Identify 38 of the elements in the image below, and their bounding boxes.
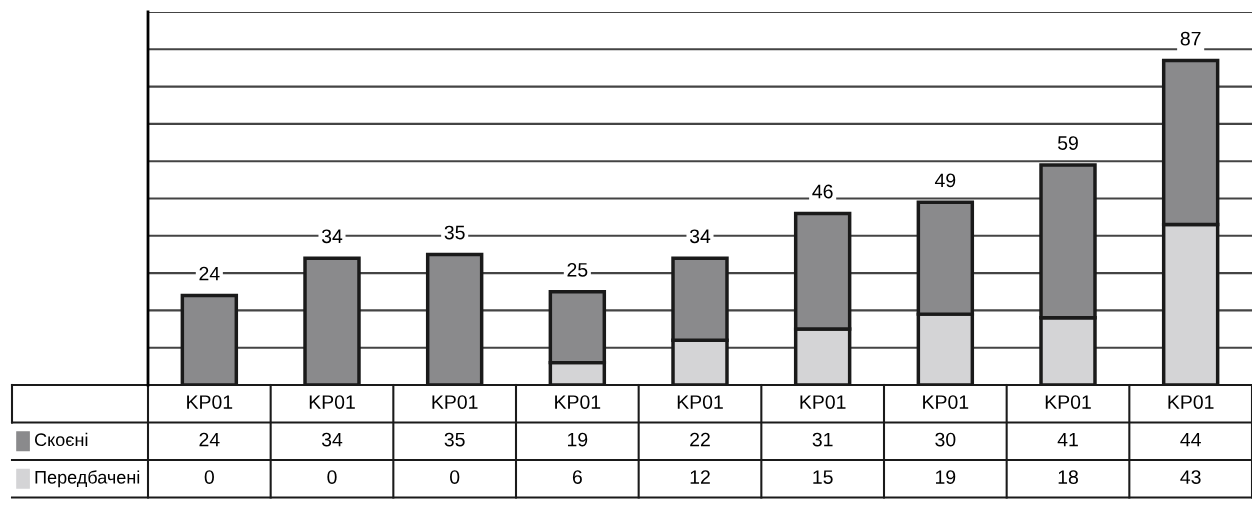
- total-label: 46: [812, 184, 833, 199]
- x-tick-label: KP01: [309, 395, 355, 409]
- x-tick-label: KP01: [923, 395, 969, 409]
- x-tick-label: KP01: [432, 395, 478, 409]
- total-label: 59: [1057, 136, 1078, 150]
- data-label: 15: [813, 470, 833, 484]
- x-tick-label: KP01: [800, 395, 846, 409]
- x-tick-label: KP01: [555, 395, 601, 409]
- data-label: 34: [321, 432, 343, 447]
- legend-label: Передбачені: [35, 470, 140, 488]
- total-label: 35: [444, 225, 465, 240]
- total-label: 25: [567, 262, 588, 277]
- data-label: 6: [572, 470, 582, 484]
- data-label: 19: [568, 432, 588, 447]
- data-label: 41: [1057, 432, 1078, 447]
- data-label: 44: [1180, 432, 1201, 447]
- data-label: 35: [444, 432, 465, 447]
- total-label: 34: [689, 229, 711, 244]
- data-label: 31: [812, 432, 833, 447]
- x-tick-label: KP01: [1168, 395, 1214, 409]
- data-label: 19: [936, 470, 956, 484]
- x-tick-label: KP01: [677, 395, 723, 409]
- data-label: 0: [327, 470, 337, 484]
- data-label: 30: [935, 432, 956, 447]
- x-tick-label: KP01: [187, 395, 233, 409]
- x-tick-label: KP01: [1045, 395, 1091, 409]
- total-label: 49: [934, 173, 956, 188]
- data-label: 0: [450, 470, 460, 484]
- total-label: 24: [199, 266, 220, 281]
- data-label: 24: [199, 432, 220, 447]
- total-label: 87: [1180, 31, 1201, 46]
- data-label: 12: [690, 470, 710, 484]
- data-label: 22: [690, 432, 710, 447]
- data-label: 43: [1180, 470, 1201, 484]
- data-label: 0: [204, 470, 214, 484]
- total-label: 34: [321, 229, 343, 244]
- legend-label: Скоєні: [35, 432, 88, 447]
- data-label: 18: [1058, 470, 1078, 484]
